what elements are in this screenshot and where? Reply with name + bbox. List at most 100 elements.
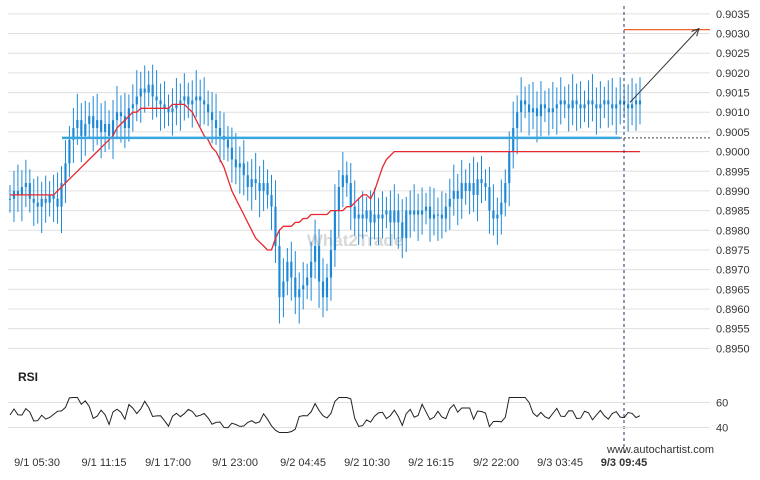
candle-body <box>381 214 384 219</box>
y-tick-label: 0.9015 <box>716 88 750 100</box>
candle-body <box>480 179 483 184</box>
candle-body <box>278 246 281 298</box>
candle-body <box>246 175 249 187</box>
candle-body <box>163 104 166 109</box>
candle-body <box>76 120 79 128</box>
candle-body <box>630 104 634 109</box>
candle-body <box>428 206 432 219</box>
candle-body <box>337 187 340 211</box>
candle-body <box>345 175 348 184</box>
candle-body <box>595 104 598 109</box>
candle-body <box>567 104 570 109</box>
y-tick-label: 0.8985 <box>716 206 750 218</box>
projection-arrow <box>629 28 700 103</box>
y-tick-label: 0.8970 <box>716 265 750 277</box>
candle-body <box>587 100 590 105</box>
candle-body <box>24 183 27 187</box>
candle-body <box>638 100 642 105</box>
candle-body <box>444 206 447 219</box>
candle-body <box>456 190 459 199</box>
candle-body <box>329 249 333 278</box>
candle-body <box>385 210 388 215</box>
candle-body <box>104 124 107 132</box>
y-tick-label: 0.9030 <box>716 29 750 41</box>
candle-body <box>238 163 241 168</box>
candle-body <box>508 151 511 184</box>
x-tick-label: 9/1 11:15 <box>81 457 126 469</box>
candle-body <box>230 147 233 160</box>
candle-body <box>214 120 218 128</box>
candle-body <box>234 159 237 168</box>
candle-body <box>207 104 210 113</box>
candle-body <box>500 202 503 215</box>
candle-body <box>448 198 451 207</box>
candle-body <box>591 100 594 105</box>
candle-body <box>199 96 202 101</box>
candle-body <box>496 214 499 219</box>
candle-body <box>325 277 329 298</box>
candle-body <box>123 116 126 128</box>
candle-body <box>357 214 360 219</box>
candle-body <box>535 108 539 117</box>
candle-body <box>599 104 602 109</box>
candle-body <box>139 88 142 97</box>
candle-body <box>516 112 519 128</box>
candle-body <box>571 100 574 109</box>
candle-body <box>20 187 23 195</box>
candle-body <box>195 96 198 101</box>
candle-body <box>68 139 71 164</box>
candle-body <box>218 127 222 136</box>
candle-body <box>183 96 186 101</box>
candle-body <box>96 120 99 128</box>
x-tick-label: 9/1 17:00 <box>145 457 191 469</box>
x-tick-label: 9/2 22:00 <box>473 457 519 469</box>
candle-body <box>563 100 566 105</box>
candle-body <box>44 198 47 203</box>
x-tick-label: 9/2 16:15 <box>408 457 454 469</box>
candle-body <box>512 127 515 152</box>
candle-body <box>527 104 531 113</box>
candle-body <box>210 112 214 121</box>
candle-body <box>111 120 115 136</box>
x-tick-label: 9/3 03:45 <box>537 457 583 469</box>
candle-body <box>389 210 392 223</box>
candle-body <box>373 214 376 223</box>
candle-body <box>547 108 550 113</box>
candle-body <box>250 179 253 187</box>
candle-body <box>393 210 396 223</box>
footer-url: www.autochartist.com <box>606 444 714 456</box>
x-axis: 9/1 05:30 9/1 11:15 9/1 17:00 9/1 23:00 9/2 … <box>14 457 647 469</box>
y-tick-label: 0.8980 <box>716 225 750 237</box>
candle-body <box>48 194 51 203</box>
candle-body <box>504 183 507 203</box>
y-tick-label: 0.9020 <box>716 68 750 80</box>
candle-body <box>60 183 63 207</box>
candle-body <box>341 175 344 187</box>
candle-body <box>191 100 194 105</box>
candle-body <box>492 210 495 219</box>
candle-body <box>16 190 20 195</box>
candle-body <box>417 210 420 215</box>
candle-body <box>539 104 543 117</box>
candle-body <box>361 214 364 219</box>
candle-body <box>32 198 35 203</box>
x-tick-label: 9/2 10:30 <box>344 457 390 469</box>
y-tick-label: 0.8990 <box>716 186 750 198</box>
y-axis: 0.9035 0.9030 0.9025 0.9020 0.9015 0.9010 0.90… <box>716 9 750 355</box>
candle-body <box>294 277 297 298</box>
candle-body <box>634 100 638 105</box>
candle-body <box>420 210 424 215</box>
rsi-y-tick-label: 40 <box>716 423 728 435</box>
candle-body <box>436 214 440 216</box>
rsi-title: RSI <box>18 370 38 384</box>
y-tick-label: 0.9025 <box>716 48 750 60</box>
candle-body <box>484 183 487 187</box>
candle-body <box>397 210 400 223</box>
candle-body <box>627 104 630 109</box>
candle-body <box>72 127 75 140</box>
candle-body <box>147 84 150 93</box>
candle-body <box>143 88 146 93</box>
y-tick-label: 0.9005 <box>716 127 750 139</box>
